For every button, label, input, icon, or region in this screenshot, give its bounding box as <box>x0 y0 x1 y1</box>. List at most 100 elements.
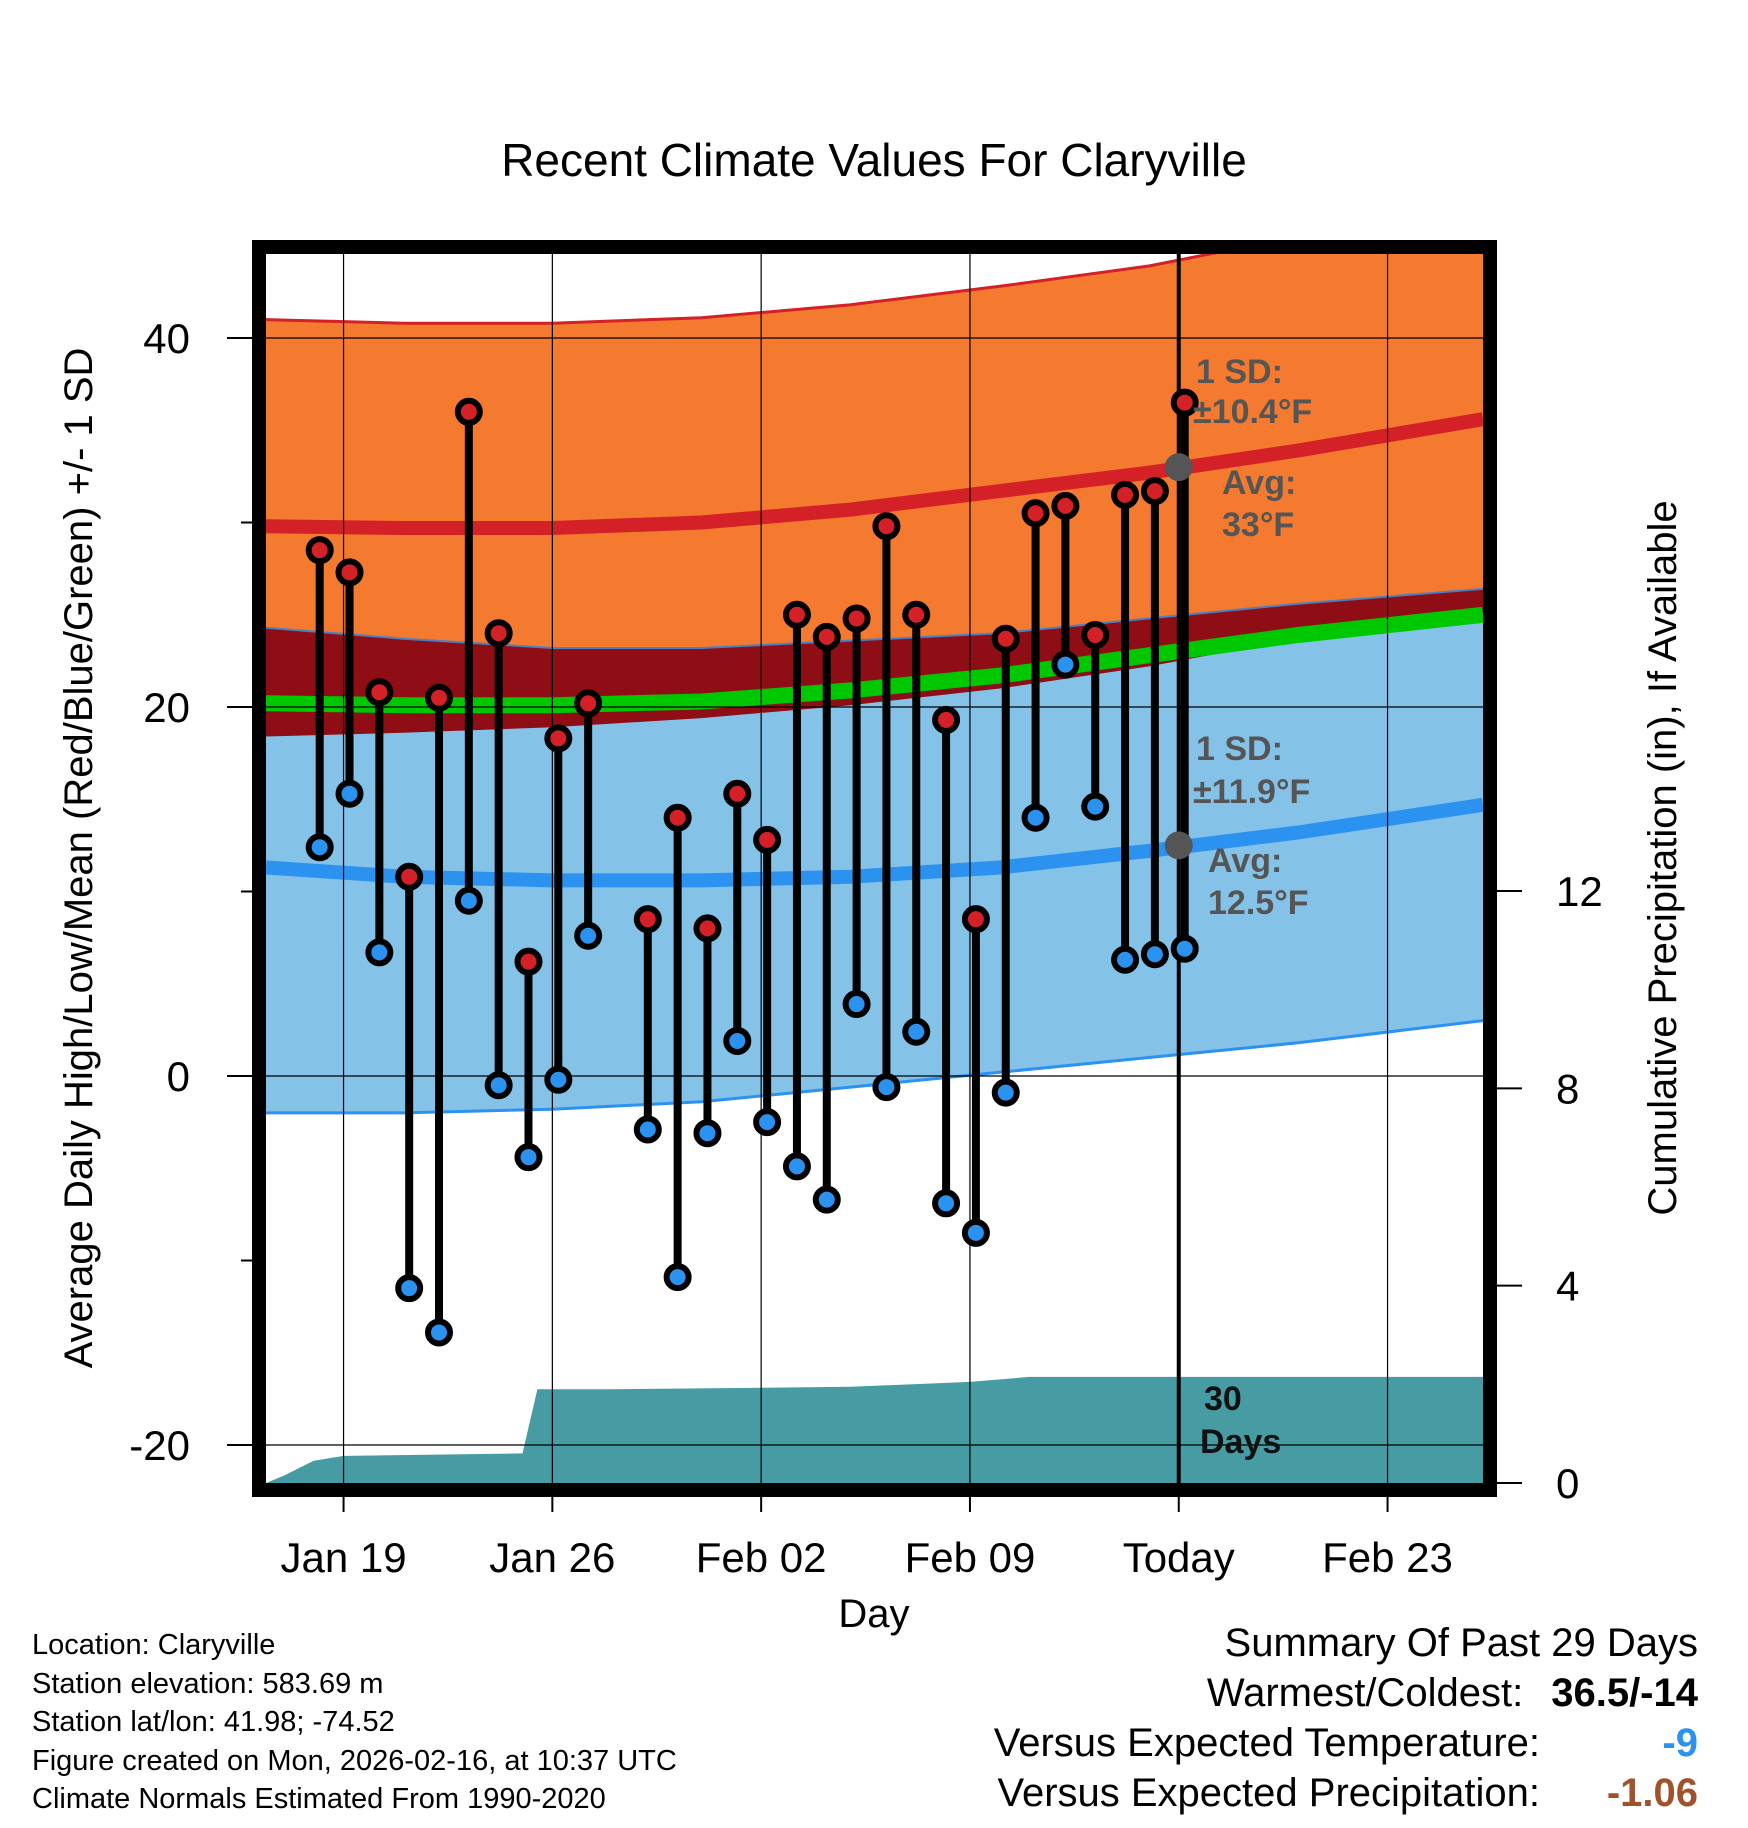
low-avg-value: 12.5°F <box>1208 884 1309 922</box>
y2-tick-label: 12 <box>1556 868 1603 915</box>
temp-value: -9 <box>1662 1721 1698 1765</box>
high-temp-point <box>454 397 483 426</box>
y-tick-label: 20 <box>143 684 190 731</box>
y2-tick-label: 0 <box>1556 1460 1579 1507</box>
low-sd-upper-line <box>266 587 1483 649</box>
high-avg-today-marker <box>1164 453 1193 482</box>
y2-axis-label: Cumulative Precipitation (in), If Availa… <box>1641 500 1685 1215</box>
days-word-label: Days <box>1200 1423 1281 1461</box>
station-info: Location: Claryville Station elevation: … <box>32 1626 677 1819</box>
high-temp-point <box>633 905 662 934</box>
high-temp-point <box>574 689 603 718</box>
high-temp-point <box>932 705 961 734</box>
chart-title: Recent Climate Values For Claryville <box>501 134 1247 186</box>
high-temp-point <box>723 779 752 808</box>
location-text: Location: Claryville <box>32 1629 276 1661</box>
low-temp-point <box>902 1017 931 1046</box>
low-temp-point <box>723 1026 752 1055</box>
high-temp-point <box>782 600 811 629</box>
high-temp-point <box>991 624 1020 653</box>
high-temp-point <box>305 536 334 565</box>
high-temp-point <box>514 947 543 976</box>
low-temp-point <box>574 921 603 950</box>
high-temp-point <box>484 619 513 648</box>
summary-temp-row: Versus Expected Temperature: -9 <box>994 1718 1698 1768</box>
summary-title: Summary Of Past 29 Days <box>1224 1621 1698 1665</box>
x-tick-label: Jan 26 <box>489 1534 615 1581</box>
y-axis-label: Average Daily High/Low/Mean (Red/Blue/Gr… <box>57 348 101 1369</box>
high-temp-point <box>1021 499 1050 528</box>
low-temp-point <box>544 1065 573 1094</box>
high-temp-point <box>842 604 871 633</box>
low-temp-point <box>365 938 394 967</box>
high-avg-label: Avg: <box>1222 464 1296 502</box>
temp-label: Versus Expected Temperature: <box>993 1721 1540 1765</box>
low-temp-point <box>961 1218 990 1247</box>
high-sd-label: 1 SD: <box>1196 353 1283 391</box>
low-temp-point <box>842 990 871 1019</box>
high-normal-line <box>266 412 1483 535</box>
x-tick-label: Feb 09 <box>905 1534 1036 1581</box>
low-temp-point <box>812 1185 841 1214</box>
warm-cold-value: 36.5/-14 <box>1551 1671 1698 1715</box>
precip-area <box>266 1376 1483 1483</box>
low-temp-point <box>872 1073 901 1102</box>
high-temp-point <box>1140 477 1169 506</box>
high-temp-point <box>395 862 424 891</box>
low-avg-label: Avg: <box>1208 842 1282 880</box>
y2-tick-label: 8 <box>1556 1065 1579 1112</box>
x-axis-label: Day <box>838 1592 909 1636</box>
low-normal-line <box>266 797 1483 888</box>
x-tick-label: Feb 23 <box>1322 1534 1453 1581</box>
high-temp-point <box>812 622 841 651</box>
plot-frame <box>252 240 1497 1497</box>
low-temp-point <box>991 1078 1020 1107</box>
high-avg-value: 33°F <box>1222 506 1294 544</box>
low-temp-point <box>484 1071 513 1100</box>
low-temp-point <box>425 1318 454 1347</box>
summary-precip-row: Versus Expected Precipitation: -1.06 <box>994 1768 1698 1818</box>
y-tick-label: 0 <box>167 1053 190 1100</box>
low-temp-point <box>1051 650 1080 679</box>
high-temp-point <box>1111 480 1140 509</box>
x-tick-label: Feb 02 <box>696 1534 827 1581</box>
low-temp-point <box>335 779 364 808</box>
low-temp-point <box>693 1119 722 1148</box>
low-sd-lower-line <box>266 1019 1483 1115</box>
low-temp-point <box>1081 792 1110 821</box>
precip-label: Versus Expected Precipitation: <box>997 1771 1540 1815</box>
axes: Jan 19 Jan 26 Feb 02 Feb 09 Today Feb 23 -20 0 2… <box>129 240 1603 1581</box>
mean-normal-line <box>266 606 1483 714</box>
elevation-text: Station elevation: 583.69 m <box>32 1667 384 1700</box>
low-temp-point <box>395 1274 424 1303</box>
warm-cold-label: Warmest/Coldest: <box>1206 1671 1524 1715</box>
low-temp-point <box>753 1108 782 1137</box>
summary-warm-cold-row: Warmest/Coldest: 36.5/-14 <box>994 1668 1698 1718</box>
high-temp-point <box>335 558 364 587</box>
summary-panel: Summary Of Past 29 Days Warmest/Coldest:… <box>994 1618 1698 1818</box>
low-avg-today-marker <box>1164 831 1193 860</box>
high-temp-point <box>1051 491 1080 520</box>
precip-value: -1.06 <box>1606 1771 1698 1815</box>
low-sd-label: 1 SD: <box>1196 730 1283 768</box>
y2-tick-label: 4 <box>1556 1263 1579 1310</box>
low-temp-point <box>514 1143 543 1172</box>
y-tick-label: -20 <box>129 1422 190 1469</box>
low-temp-point <box>1170 934 1199 963</box>
high-temp-point <box>753 825 782 854</box>
high-temp-point <box>1081 621 1110 650</box>
low-temp-point <box>663 1263 692 1292</box>
high-temp-point <box>1170 388 1199 417</box>
low-temp-point <box>454 886 483 915</box>
high-temp-point <box>961 905 990 934</box>
high-temp-point <box>544 724 573 753</box>
y-tick-label: 40 <box>143 315 190 362</box>
latlon-text: Station lat/lon: 41.98; -74.52 <box>32 1706 395 1738</box>
high-temp-point <box>365 678 394 707</box>
created-text: Figure created on Mon, 2026-02-16, at 10… <box>32 1744 677 1777</box>
high-temp-point <box>693 914 722 943</box>
low-temp-point <box>932 1189 961 1218</box>
low-temp-point <box>1140 940 1169 969</box>
days-number-label: 30 <box>1204 1380 1242 1418</box>
